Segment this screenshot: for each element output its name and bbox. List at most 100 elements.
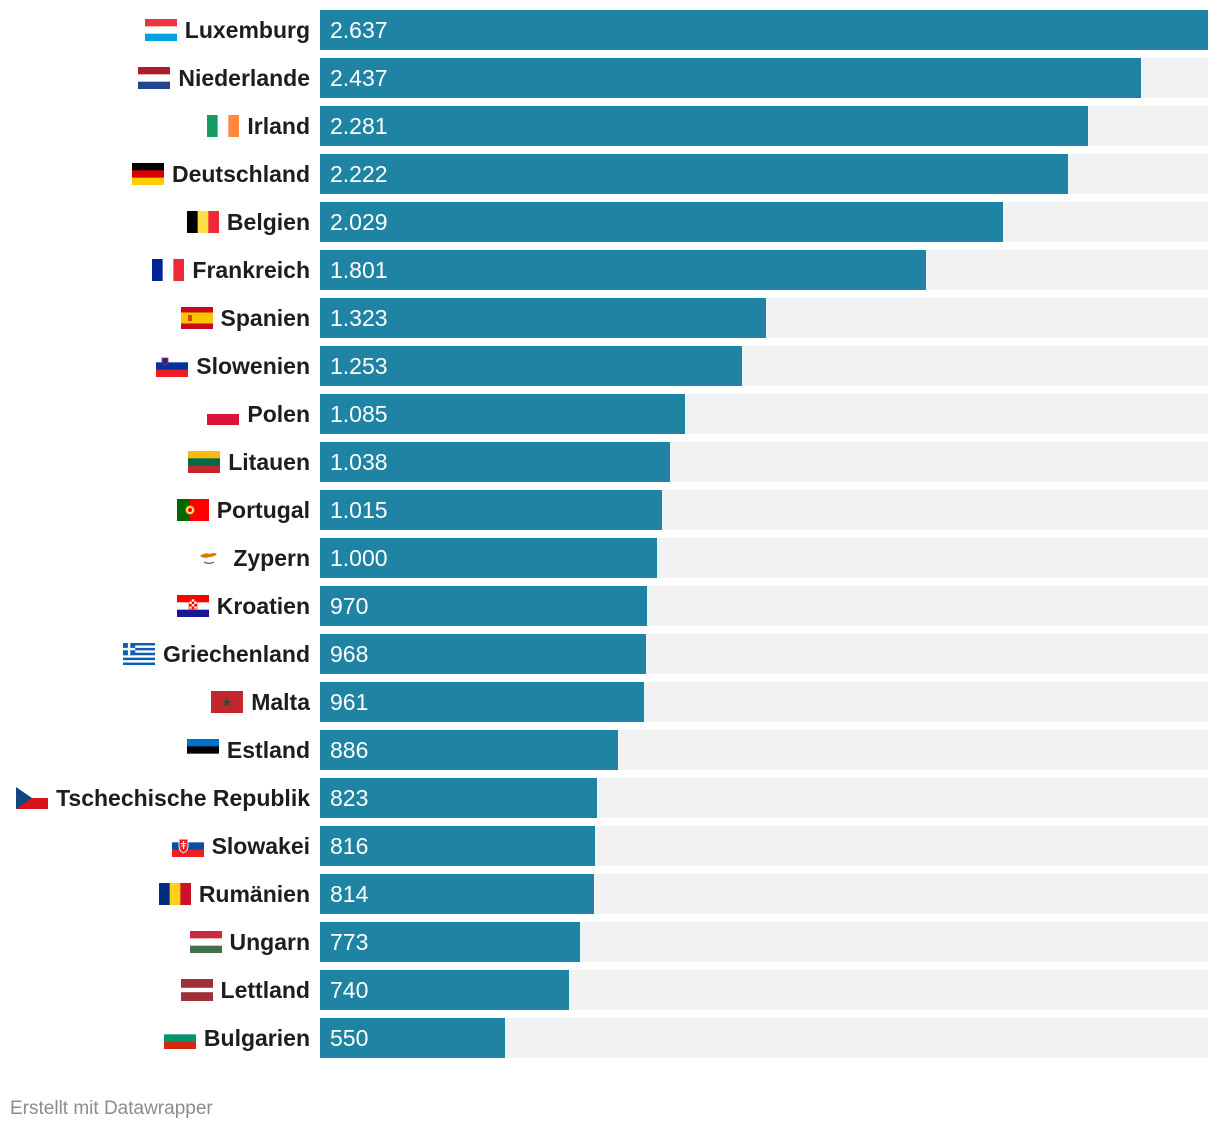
cyprus-flag-icon — [193, 547, 226, 569]
value-label: 886 — [330, 737, 369, 763]
bar-track: 1.085 — [320, 394, 1208, 434]
bar — [320, 922, 581, 962]
poland-flag-icon — [207, 403, 240, 425]
country-name: Frankreich — [192, 256, 310, 283]
category-label: Slowakei — [171, 826, 310, 866]
romania-flag-icon — [158, 883, 191, 905]
value-label: 1.801 — [330, 257, 388, 283]
value-label: 1.038 — [330, 449, 388, 475]
value-label: 740 — [330, 977, 369, 1003]
bar-track: 1.253 — [320, 346, 1208, 386]
malta-flag-icon — [211, 691, 244, 713]
bar-track: 1.015 — [320, 490, 1208, 530]
bar-track: 2.281 — [320, 106, 1208, 146]
bulgaria-flag-icon — [163, 1027, 196, 1049]
country-name: Bulgarien — [203, 1024, 310, 1051]
category-label: Polen — [207, 394, 310, 434]
bar — [320, 586, 647, 626]
bar — [320, 154, 1069, 194]
country-name: Deutschland — [171, 160, 310, 187]
chart-row: Lettland 740 — [0, 970, 1220, 1010]
category-label: Zypern — [193, 538, 310, 578]
value-label: 823 — [330, 785, 369, 811]
bar — [320, 1018, 506, 1058]
category-label: Lettland — [180, 970, 310, 1010]
bar-track: 968 — [320, 634, 1208, 674]
germany-flag-icon — [131, 163, 164, 185]
value-label: 968 — [330, 641, 369, 667]
france-flag-icon — [152, 259, 185, 281]
bar — [320, 682, 644, 722]
bar-track: 816 — [320, 826, 1208, 866]
bar — [320, 490, 662, 530]
bar-track: 2.637 — [320, 10, 1208, 50]
country-name: Slowenien — [196, 352, 310, 379]
country-name: Niederlande — [178, 64, 310, 91]
category-label: Tschechische Republik — [16, 778, 310, 818]
value-label: 773 — [330, 929, 369, 955]
category-label: Deutschland — [131, 154, 310, 194]
country-name: Slowakei — [211, 832, 310, 859]
value-label: 550 — [330, 1025, 369, 1051]
bar-track: 740 — [320, 970, 1208, 1010]
estonia-flag-icon — [186, 739, 219, 761]
chart-row: Irland 2.281 — [0, 106, 1220, 146]
ireland-flag-icon — [207, 115, 240, 137]
chart-row: Estland 886 — [0, 730, 1220, 770]
value-label: 2.637 — [330, 17, 388, 43]
chart-row: Niederlande 2.437 — [0, 58, 1220, 98]
chart-row: Litauen 1.038 — [0, 442, 1220, 482]
country-name: Polen — [247, 400, 310, 427]
belgium-flag-icon — [186, 211, 219, 233]
value-label: 1.000 — [330, 545, 388, 571]
bar-track: 2.029 — [320, 202, 1208, 242]
value-label: 1.015 — [330, 497, 388, 523]
latvia-flag-icon — [180, 979, 213, 1001]
bar — [320, 442, 670, 482]
category-label: Ungarn — [189, 922, 310, 962]
bar — [320, 346, 742, 386]
datawrapper-credit: Erstellt mit Datawrapper — [10, 1098, 213, 1119]
country-name: Irland — [247, 112, 310, 139]
bar — [320, 826, 595, 866]
country-name: Belgien — [226, 208, 310, 235]
bar-track: 1.323 — [320, 298, 1208, 338]
category-label: Griechenland — [123, 634, 310, 674]
value-label: 816 — [330, 833, 369, 859]
chart-row: Tschechische Republik 823 — [0, 778, 1220, 818]
bar — [320, 202, 1004, 242]
bar — [320, 874, 595, 914]
bar-track: 1.038 — [320, 442, 1208, 482]
bar-track: 823 — [320, 778, 1208, 818]
chart-row: Polen 1.085 — [0, 394, 1220, 434]
category-label: Portugal — [176, 490, 310, 530]
category-label: Slowenien — [156, 346, 310, 386]
bar — [320, 970, 570, 1010]
spain-flag-icon — [180, 307, 213, 329]
bar — [320, 394, 686, 434]
bar-chart: Luxemburg 2.637 Niederlande 2.437 Irland 2.28… — [0, 10, 1220, 1058]
slovenia-flag-icon — [156, 355, 189, 377]
bar — [320, 10, 1208, 50]
category-label: Litauen — [188, 442, 310, 482]
chart-row: Malta 961 — [0, 682, 1220, 722]
country-name: Tschechische Republik — [56, 784, 310, 811]
category-label: Niederlande — [138, 58, 310, 98]
lithuania-flag-icon — [188, 451, 221, 473]
country-name: Portugal — [216, 496, 310, 523]
country-name: Litauen — [228, 448, 310, 475]
value-label: 970 — [330, 593, 369, 619]
bar — [320, 58, 1141, 98]
portugal-flag-icon — [176, 499, 209, 521]
bar — [320, 250, 927, 290]
country-name: Griechenland — [163, 640, 310, 667]
category-label: Bulgarien — [163, 1018, 310, 1058]
category-label: Estland — [186, 730, 310, 770]
value-label: 2.222 — [330, 161, 388, 187]
bar — [320, 106, 1089, 146]
category-label: Rumänien — [158, 874, 310, 914]
chart-row: Belgien 2.029 — [0, 202, 1220, 242]
chart-row: Frankreich 1.801 — [0, 250, 1220, 290]
country-name: Rumänien — [198, 880, 310, 907]
czech-republic-flag-icon — [16, 787, 49, 809]
